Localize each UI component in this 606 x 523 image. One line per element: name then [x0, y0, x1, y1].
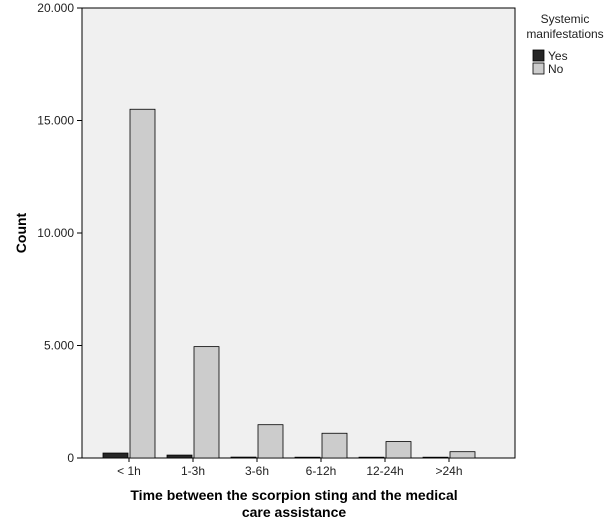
bars-group [102, 108, 476, 459]
x-axis: < 1h 1-3h 3-6h 6-12h 12-24h >24h [117, 458, 463, 478]
bar-yes [230, 456, 257, 459]
x-tick-label: 1-3h [181, 464, 205, 478]
bar-yes [102, 452, 129, 459]
bar-no [193, 346, 220, 459]
x-tick-label: < 1h [117, 464, 141, 478]
y-axis-title: Count [13, 212, 29, 253]
legend-swatch-yes [532, 49, 545, 62]
y-tick-label: 10.000 [37, 226, 74, 240]
y-tick-label: 5.000 [44, 339, 74, 353]
bar-yes [358, 456, 385, 459]
legend-swatch-no [532, 62, 545, 75]
bar-no [257, 424, 284, 459]
bar-no [321, 432, 348, 459]
y-tick-label: 15.000 [37, 114, 74, 128]
legend-title-line-1: Systemic [541, 12, 590, 26]
legend-label-no: No [548, 62, 564, 76]
x-tick-label: 12-24h [366, 464, 403, 478]
y-axis: 0 5.000 10.000 15.000 20.000 [37, 1, 82, 465]
x-tick-label: 6-12h [306, 464, 337, 478]
x-tick-label: 3-6h [245, 464, 269, 478]
bar-no [129, 108, 156, 459]
bar-yes [166, 454, 193, 459]
y-tick-label: 20.000 [37, 1, 74, 15]
bar-yes [422, 456, 449, 459]
x-axis-title-line-2: care assistance [242, 504, 347, 520]
x-tick-label: >24h [435, 464, 462, 478]
bar-no [449, 451, 476, 459]
x-axis-title-line-1: Time between the scorpion sting and the … [130, 487, 457, 503]
bar-no [385, 441, 412, 459]
legend-label-yes: Yes [548, 49, 568, 63]
bar-yes [294, 456, 321, 459]
legend: Systemic manifestations Yes No [526, 12, 603, 76]
legend-title-line-2: manifestations [526, 27, 603, 41]
y-tick-label: 0 [67, 451, 74, 465]
